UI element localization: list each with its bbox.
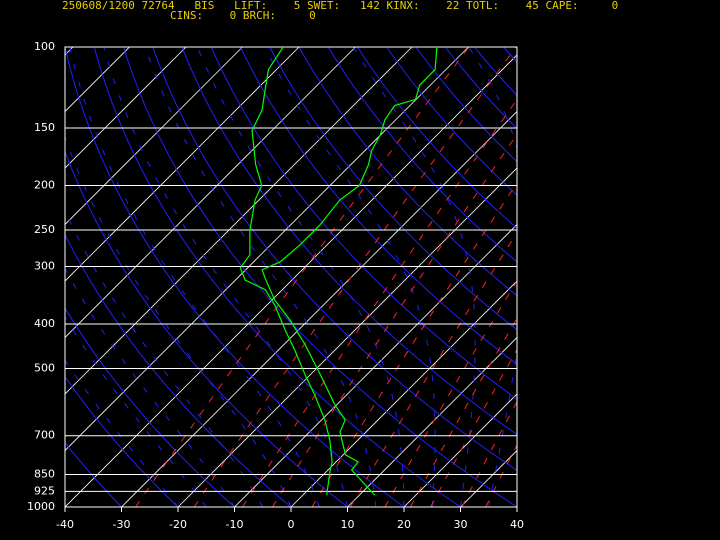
isotherm [234,223,517,507]
y-tick-label: 850 [34,468,55,481]
isotherm [347,336,517,507]
moist-adiabat [197,47,405,507]
x-tick-label: -40 [56,518,74,531]
dry-adiabat [563,48,720,508]
isotherm [516,506,517,507]
dry-adiabat [93,47,461,507]
dry-adiabat [65,233,292,507]
isotherm [65,54,517,507]
moist-adiabat [69,47,320,507]
dry-adiabat [123,47,517,507]
moist-adiabat [65,209,264,507]
moist-adiabat [516,504,517,507]
mixing-ratio-line [135,47,469,507]
background-lines [0,47,720,508]
x-tick-label: -10 [226,518,244,531]
y-tick-label: 500 [34,362,55,375]
isotherm [65,47,413,395]
y-tick-label: 300 [34,259,55,272]
y-tick-label: 100 [34,40,55,53]
x-tick-label: 20 [397,518,411,531]
x-tick-label: -30 [113,518,131,531]
y-tick-label: 150 [34,121,55,134]
moist-adiabat [264,47,436,507]
mixing-ratio-line [242,98,517,507]
mixing-ratio-line [430,348,517,507]
isotherm [0,47,17,507]
x-tick-label: -20 [169,518,187,531]
y-tick-label: 250 [34,223,55,236]
y-tick-label: 1000 [27,500,55,513]
dry-adiabat [298,47,517,297]
dry-adiabat [65,307,235,507]
isotherm [290,280,517,507]
dry-adiabat [386,47,517,196]
moist-adiabat [65,359,179,507]
profile-line [239,47,333,496]
profile-line [261,47,438,496]
dry-adiabat [65,47,405,507]
isotherm [574,47,720,507]
x-tick-label: 30 [454,518,468,531]
dry-adiabat [152,47,517,472]
dry-adiabat [445,47,517,130]
y-tick-label: 400 [34,317,55,330]
dry-adiabat [65,441,122,507]
dry-adiabat [65,506,66,507]
dry-adiabat [533,48,720,508]
moist-adiabat [145,47,377,507]
mixing-ratio-line [384,279,517,507]
moist-adiabat [65,267,235,507]
moist-adiabat [468,47,517,507]
moist-adiabat [65,135,292,507]
mixing-ratio-line [410,317,517,507]
y-tick-label: 925 [34,484,55,497]
x-tick-label: 0 [288,518,295,531]
dry-adiabat [357,47,517,230]
isotherm [65,47,469,452]
moist-adiabat [65,316,207,507]
dry-adiabat [269,47,517,331]
isotherm [65,47,187,169]
dry-adiabat [65,375,179,507]
header-line2: CINS: 0 BRCH: 0 [170,9,316,22]
profiles [239,47,438,496]
dry-adiabat [240,47,517,365]
y-tick-label: 200 [34,178,55,191]
isotherm [403,393,517,507]
isotherm [65,47,356,339]
mixing-ratio-line [311,182,517,507]
moist-adiabat [352,47,476,507]
isotherm [65,47,300,282]
x-tick-label: 40 [510,518,524,531]
dry-adiabat [328,47,517,263]
dry-adiabat [211,47,517,400]
x-tick-label: 10 [341,518,355,531]
mixing-ratio-line [485,443,517,507]
dry-adiabat [65,150,348,507]
dry-adiabat [651,48,720,508]
mixing-ratio-line [461,400,517,507]
dry-adiabat [415,47,517,163]
header-line1: 250608/1200 72764 BIS LIFT: 5 SWET: 142 … [62,0,618,12]
isotherm [460,449,517,507]
mixing-ratio-line [193,47,517,507]
mixing-ratio-line [271,133,517,507]
y-tick-label: 700 [34,429,55,442]
isotherm [177,167,517,507]
dry-adiabat [181,47,517,436]
isotherm [65,47,243,226]
isotherm [630,47,720,507]
dry-adiabat [503,47,517,63]
dry-adiabat [592,48,720,508]
dry-adiabat [621,48,720,508]
